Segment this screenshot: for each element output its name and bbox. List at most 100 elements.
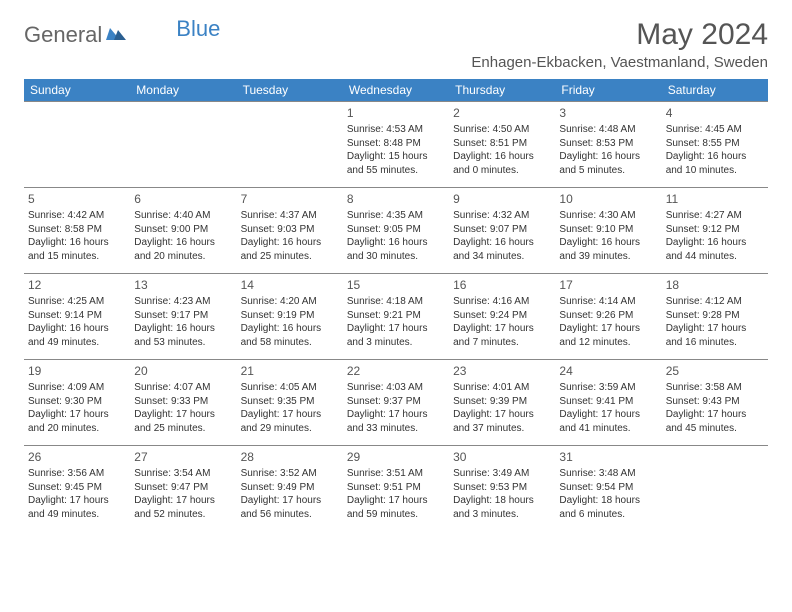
- sunrise-text: Sunrise: 4:12 AM: [666, 295, 764, 309]
- sunset-text: Sunset: 9:21 PM: [347, 309, 445, 323]
- sunrise-text: Sunrise: 4:14 AM: [559, 295, 657, 309]
- calendar-day-cell: 21Sunrise: 4:05 AMSunset: 9:35 PMDayligh…: [237, 360, 343, 446]
- sunset-text: Sunset: 8:55 PM: [666, 137, 764, 151]
- sunset-text: Sunset: 9:49 PM: [241, 481, 339, 495]
- daylight-text: Daylight: 17 hours and 25 minutes.: [134, 408, 232, 435]
- day-number: 12: [28, 277, 126, 293]
- daylight-text: Daylight: 16 hours and 5 minutes.: [559, 150, 657, 177]
- sunset-text: Sunset: 9:24 PM: [453, 309, 551, 323]
- day-number: 23: [453, 363, 551, 379]
- day-number: 3: [559, 105, 657, 121]
- day-number: 22: [347, 363, 445, 379]
- day-number: 16: [453, 277, 551, 293]
- sunrise-text: Sunrise: 4:35 AM: [347, 209, 445, 223]
- calendar-week-row: 26Sunrise: 3:56 AMSunset: 9:45 PMDayligh…: [24, 446, 768, 532]
- sunrise-text: Sunrise: 4:07 AM: [134, 381, 232, 395]
- sunset-text: Sunset: 9:41 PM: [559, 395, 657, 409]
- sunrise-text: Sunrise: 3:59 AM: [559, 381, 657, 395]
- calendar-day-cell: 26Sunrise: 3:56 AMSunset: 9:45 PMDayligh…: [24, 446, 130, 532]
- sunrise-text: Sunrise: 3:51 AM: [347, 467, 445, 481]
- daylight-text: Daylight: 18 hours and 3 minutes.: [453, 494, 551, 521]
- daylight-text: Daylight: 17 hours and 3 minutes.: [347, 322, 445, 349]
- sunset-text: Sunset: 9:33 PM: [134, 395, 232, 409]
- sunset-text: Sunset: 8:48 PM: [347, 137, 445, 151]
- daylight-text: Daylight: 16 hours and 20 minutes.: [134, 236, 232, 263]
- calendar-day-cell: 15Sunrise: 4:18 AMSunset: 9:21 PMDayligh…: [343, 274, 449, 360]
- sunset-text: Sunset: 8:53 PM: [559, 137, 657, 151]
- day-number: 27: [134, 449, 232, 465]
- daylight-text: Daylight: 17 hours and 37 minutes.: [453, 408, 551, 435]
- day-number: 6: [134, 191, 232, 207]
- day-header: Tuesday: [237, 79, 343, 102]
- sunrise-text: Sunrise: 4:18 AM: [347, 295, 445, 309]
- calendar-day-cell: 25Sunrise: 3:58 AMSunset: 9:43 PMDayligh…: [662, 360, 768, 446]
- daylight-text: Daylight: 17 hours and 7 minutes.: [453, 322, 551, 349]
- daylight-text: Daylight: 16 hours and 10 minutes.: [666, 150, 764, 177]
- day-number: 26: [28, 449, 126, 465]
- daylight-text: Daylight: 16 hours and 25 minutes.: [241, 236, 339, 263]
- sunrise-text: Sunrise: 3:58 AM: [666, 381, 764, 395]
- day-number: 9: [453, 191, 551, 207]
- sunset-text: Sunset: 9:30 PM: [28, 395, 126, 409]
- daylight-text: Daylight: 16 hours and 53 minutes.: [134, 322, 232, 349]
- sunrise-text: Sunrise: 4:50 AM: [453, 123, 551, 137]
- calendar-day-cell: 4Sunrise: 4:45 AMSunset: 8:55 PMDaylight…: [662, 102, 768, 188]
- sunrise-text: Sunrise: 4:48 AM: [559, 123, 657, 137]
- day-number: 30: [453, 449, 551, 465]
- calendar-day-cell: 3 Sunrise: 4:48 AMSunset: 8:53 PMDaylight…: [555, 102, 661, 188]
- sunrise-text: Sunrise: 4:20 AM: [241, 295, 339, 309]
- flag-icon: [106, 24, 128, 47]
- calendar-day-cell: 23Sunrise: 4:01 AMSunset: 9:39 PMDayligh…: [449, 360, 555, 446]
- day-number: 7: [241, 191, 339, 207]
- day-header: Sunday: [24, 79, 130, 102]
- daylight-text: Daylight: 16 hours and 0 minutes.: [453, 150, 551, 177]
- calendar-week-row: 19Sunrise: 4:09 AMSunset: 9:30 PMDayligh…: [24, 360, 768, 446]
- daylight-text: Daylight: 16 hours and 15 minutes.: [28, 236, 126, 263]
- sunrise-text: Sunrise: 4:23 AM: [134, 295, 232, 309]
- calendar-day-cell: 22Sunrise: 4:03 AMSunset: 9:37 PMDayligh…: [343, 360, 449, 446]
- day-number: 21: [241, 363, 339, 379]
- daylight-text: Daylight: 16 hours and 44 minutes.: [666, 236, 764, 263]
- daylight-text: Daylight: 16 hours and 30 minutes.: [347, 236, 445, 263]
- sunset-text: Sunset: 9:12 PM: [666, 223, 764, 237]
- day-header: Friday: [555, 79, 661, 102]
- calendar-day-cell: 19Sunrise: 4:09 AMSunset: 9:30 PMDayligh…: [24, 360, 130, 446]
- daylight-text: Daylight: 17 hours and 52 minutes.: [134, 494, 232, 521]
- sunset-text: Sunset: 9:14 PM: [28, 309, 126, 323]
- day-number: 13: [134, 277, 232, 293]
- day-number: 28: [241, 449, 339, 465]
- sunset-text: Sunset: 9:10 PM: [559, 223, 657, 237]
- calendar-day-cell: 14Sunrise: 4:20 AMSunset: 9:19 PMDayligh…: [237, 274, 343, 360]
- sunset-text: Sunset: 9:26 PM: [559, 309, 657, 323]
- header: General Blue May 2024 Enhagen-Ekbacken, …: [24, 18, 768, 71]
- sunrise-text: Sunrise: 3:48 AM: [559, 467, 657, 481]
- day-number: 20: [134, 363, 232, 379]
- day-number: 1: [347, 105, 445, 121]
- sunrise-text: Sunrise: 4:01 AM: [453, 381, 551, 395]
- calendar-day-cell: 1Sunrise: 4:53 AMSunset: 8:48 PMDaylight…: [343, 102, 449, 188]
- sunset-text: Sunset: 9:43 PM: [666, 395, 764, 409]
- sunrise-text: Sunrise: 4:27 AM: [666, 209, 764, 223]
- sunset-text: Sunset: 9:19 PM: [241, 309, 339, 323]
- sunrise-text: Sunrise: 4:03 AM: [347, 381, 445, 395]
- day-number: 24: [559, 363, 657, 379]
- sunset-text: Sunset: 9:35 PM: [241, 395, 339, 409]
- month-title: May 2024: [471, 18, 768, 52]
- day-header: Thursday: [449, 79, 555, 102]
- day-number: 31: [559, 449, 657, 465]
- daylight-text: Daylight: 17 hours and 12 minutes.: [559, 322, 657, 349]
- day-header: Monday: [130, 79, 236, 102]
- sunset-text: Sunset: 8:51 PM: [453, 137, 551, 151]
- day-number: 17: [559, 277, 657, 293]
- day-header-row: SundayMondayTuesdayWednesdayThursdayFrid…: [24, 79, 768, 102]
- sunrise-text: Sunrise: 4:32 AM: [453, 209, 551, 223]
- daylight-text: Daylight: 16 hours and 39 minutes.: [559, 236, 657, 263]
- calendar-day-cell: 7Sunrise: 4:37 AMSunset: 9:03 PMDaylight…: [237, 188, 343, 274]
- calendar-day-cell: [237, 102, 343, 188]
- sunset-text: Sunset: 9:00 PM: [134, 223, 232, 237]
- calendar-day-cell: 8Sunrise: 4:35 AMSunset: 9:05 PMDaylight…: [343, 188, 449, 274]
- day-number: 25: [666, 363, 764, 379]
- calendar-day-cell: 28Sunrise: 3:52 AMSunset: 9:49 PMDayligh…: [237, 446, 343, 532]
- sunset-text: Sunset: 9:05 PM: [347, 223, 445, 237]
- calendar-day-cell: 12Sunrise: 4:25 AMSunset: 9:14 PMDayligh…: [24, 274, 130, 360]
